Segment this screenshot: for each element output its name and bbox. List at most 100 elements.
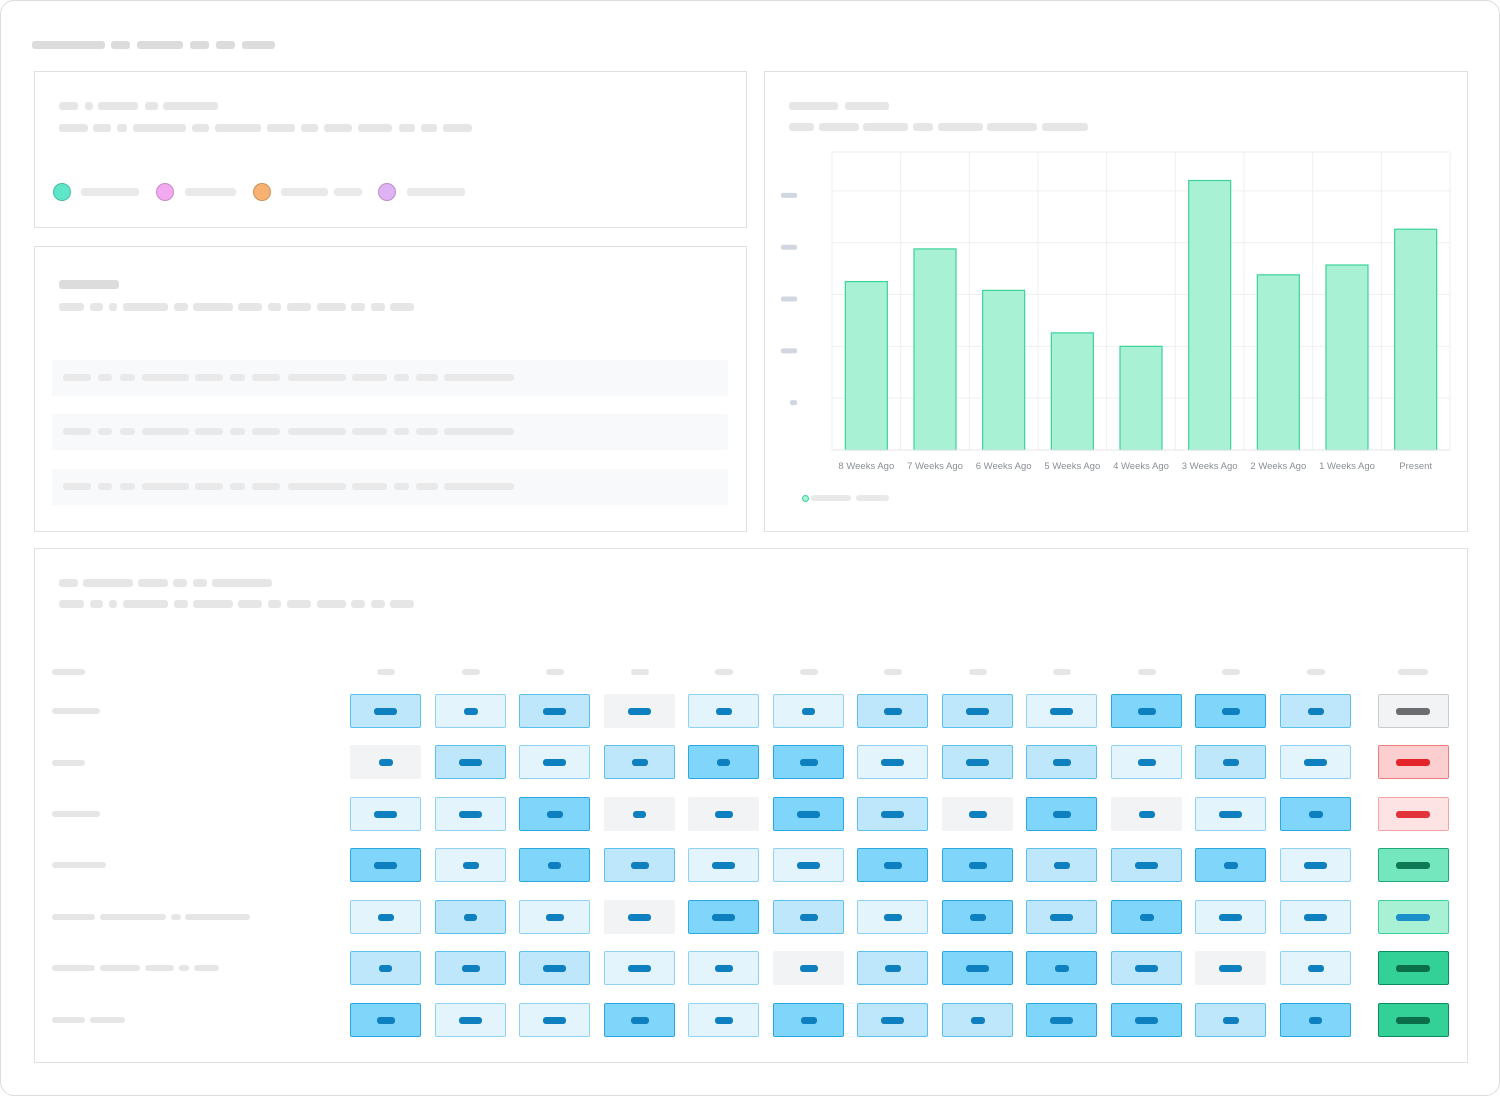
heatmap-cell[interactable] [604, 900, 675, 934]
breadcrumb-segment[interactable] [137, 41, 183, 49]
heatmap-cell[interactable] [1026, 745, 1097, 779]
heatmap-cell[interactable] [688, 900, 759, 934]
status-cell[interactable] [1378, 694, 1449, 728]
heatmap-cell[interactable] [604, 951, 675, 985]
breadcrumb-segment[interactable] [111, 41, 130, 49]
heatmap-cell[interactable] [350, 745, 421, 779]
column-header[interactable] [462, 669, 480, 675]
heatmap-cell[interactable] [942, 900, 1013, 934]
heatmap-cell[interactable] [519, 745, 590, 779]
heatmap-cell[interactable] [1195, 694, 1266, 728]
heatmap-cell[interactable] [435, 745, 506, 779]
heatmap-cell[interactable] [604, 797, 675, 831]
heatmap-cell[interactable] [435, 1003, 506, 1037]
column-header[interactable] [631, 669, 649, 675]
heatmap-cell[interactable] [435, 797, 506, 831]
heatmap-cell[interactable] [942, 797, 1013, 831]
status-cell[interactable] [1378, 797, 1449, 831]
list-item[interactable] [52, 414, 728, 450]
column-header[interactable] [884, 669, 902, 675]
heatmap-cell[interactable] [1026, 900, 1097, 934]
heatmap-cell[interactable] [1280, 1003, 1351, 1037]
heatmap-cell[interactable] [1195, 745, 1266, 779]
heatmap-cell[interactable] [1195, 797, 1266, 831]
heatmap-cell[interactable] [350, 694, 421, 728]
heatmap-cell[interactable] [519, 848, 590, 882]
heatmap-cell[interactable] [942, 848, 1013, 882]
heatmap-cell[interactable] [942, 951, 1013, 985]
heatmap-cell[interactable] [1026, 694, 1097, 728]
heatmap-cell[interactable] [1026, 797, 1097, 831]
breadcrumb-segment[interactable] [32, 41, 105, 49]
heatmap-cell[interactable] [773, 951, 844, 985]
heatmap-cell[interactable] [1111, 1003, 1182, 1037]
breadcrumb-segment[interactable] [242, 41, 275, 49]
column-header[interactable] [1307, 669, 1325, 675]
heatmap-cell[interactable] [1111, 900, 1182, 934]
breadcrumb-segment[interactable] [190, 41, 209, 49]
heatmap-cell[interactable] [604, 848, 675, 882]
heatmap-cell[interactable] [1111, 745, 1182, 779]
heatmap-cell[interactable] [942, 1003, 1013, 1037]
heatmap-cell[interactable] [688, 694, 759, 728]
column-header[interactable] [1138, 669, 1156, 675]
heatmap-cell[interactable] [857, 951, 928, 985]
heatmap-cell[interactable] [519, 797, 590, 831]
list-item[interactable] [52, 360, 728, 396]
heatmap-cell[interactable] [435, 694, 506, 728]
status-cell[interactable] [1378, 900, 1449, 934]
heatmap-cell[interactable] [857, 1003, 928, 1037]
heatmap-cell[interactable] [519, 1003, 590, 1037]
status-cell[interactable] [1378, 951, 1449, 985]
heatmap-cell[interactable] [435, 900, 506, 934]
heatmap-cell[interactable] [519, 694, 590, 728]
column-header[interactable] [715, 669, 733, 675]
heatmap-cell[interactable] [942, 694, 1013, 728]
heatmap-cell[interactable] [1280, 694, 1351, 728]
breadcrumb-segment[interactable] [216, 41, 235, 49]
heatmap-cell[interactable] [1280, 848, 1351, 882]
status-cell[interactable] [1378, 1003, 1449, 1037]
heatmap-cell[interactable] [773, 900, 844, 934]
heatmap-cell[interactable] [350, 900, 421, 934]
heatmap-cell[interactable] [1111, 951, 1182, 985]
heatmap-cell[interactable] [773, 848, 844, 882]
heatmap-cell[interactable] [1280, 951, 1351, 985]
column-header[interactable] [1222, 669, 1240, 675]
status-cell[interactable] [1378, 848, 1449, 882]
heatmap-cell[interactable] [1026, 951, 1097, 985]
heatmap-cell[interactable] [1026, 848, 1097, 882]
heatmap-cell[interactable] [350, 1003, 421, 1037]
heatmap-cell[interactable] [773, 797, 844, 831]
column-header[interactable] [1398, 669, 1428, 675]
heatmap-cell[interactable] [857, 694, 928, 728]
heatmap-cell[interactable] [604, 694, 675, 728]
heatmap-cell[interactable] [1195, 900, 1266, 934]
heatmap-cell[interactable] [1195, 951, 1266, 985]
heatmap-cell[interactable] [857, 745, 928, 779]
heatmap-cell[interactable] [519, 900, 590, 934]
heatmap-cell[interactable] [773, 745, 844, 779]
list-item[interactable] [52, 469, 728, 505]
heatmap-cell[interactable] [1280, 797, 1351, 831]
column-header[interactable] [377, 669, 395, 675]
heatmap-cell[interactable] [519, 951, 590, 985]
heatmap-cell[interactable] [435, 848, 506, 882]
heatmap-cell[interactable] [1195, 848, 1266, 882]
heatmap-cell[interactable] [1026, 1003, 1097, 1037]
heatmap-cell[interactable] [435, 951, 506, 985]
column-header[interactable] [969, 669, 987, 675]
heatmap-cell[interactable] [1280, 745, 1351, 779]
heatmap-cell[interactable] [857, 797, 928, 831]
heatmap-cell[interactable] [350, 951, 421, 985]
heatmap-cell[interactable] [1111, 694, 1182, 728]
heatmap-cell[interactable] [604, 1003, 675, 1037]
heatmap-cell[interactable] [604, 745, 675, 779]
heatmap-cell[interactable] [688, 951, 759, 985]
heatmap-cell[interactable] [688, 745, 759, 779]
heatmap-cell[interactable] [857, 848, 928, 882]
heatmap-cell[interactable] [1195, 1003, 1266, 1037]
heatmap-cell[interactable] [1111, 797, 1182, 831]
heatmap-cell[interactable] [773, 1003, 844, 1037]
heatmap-cell[interactable] [1280, 900, 1351, 934]
